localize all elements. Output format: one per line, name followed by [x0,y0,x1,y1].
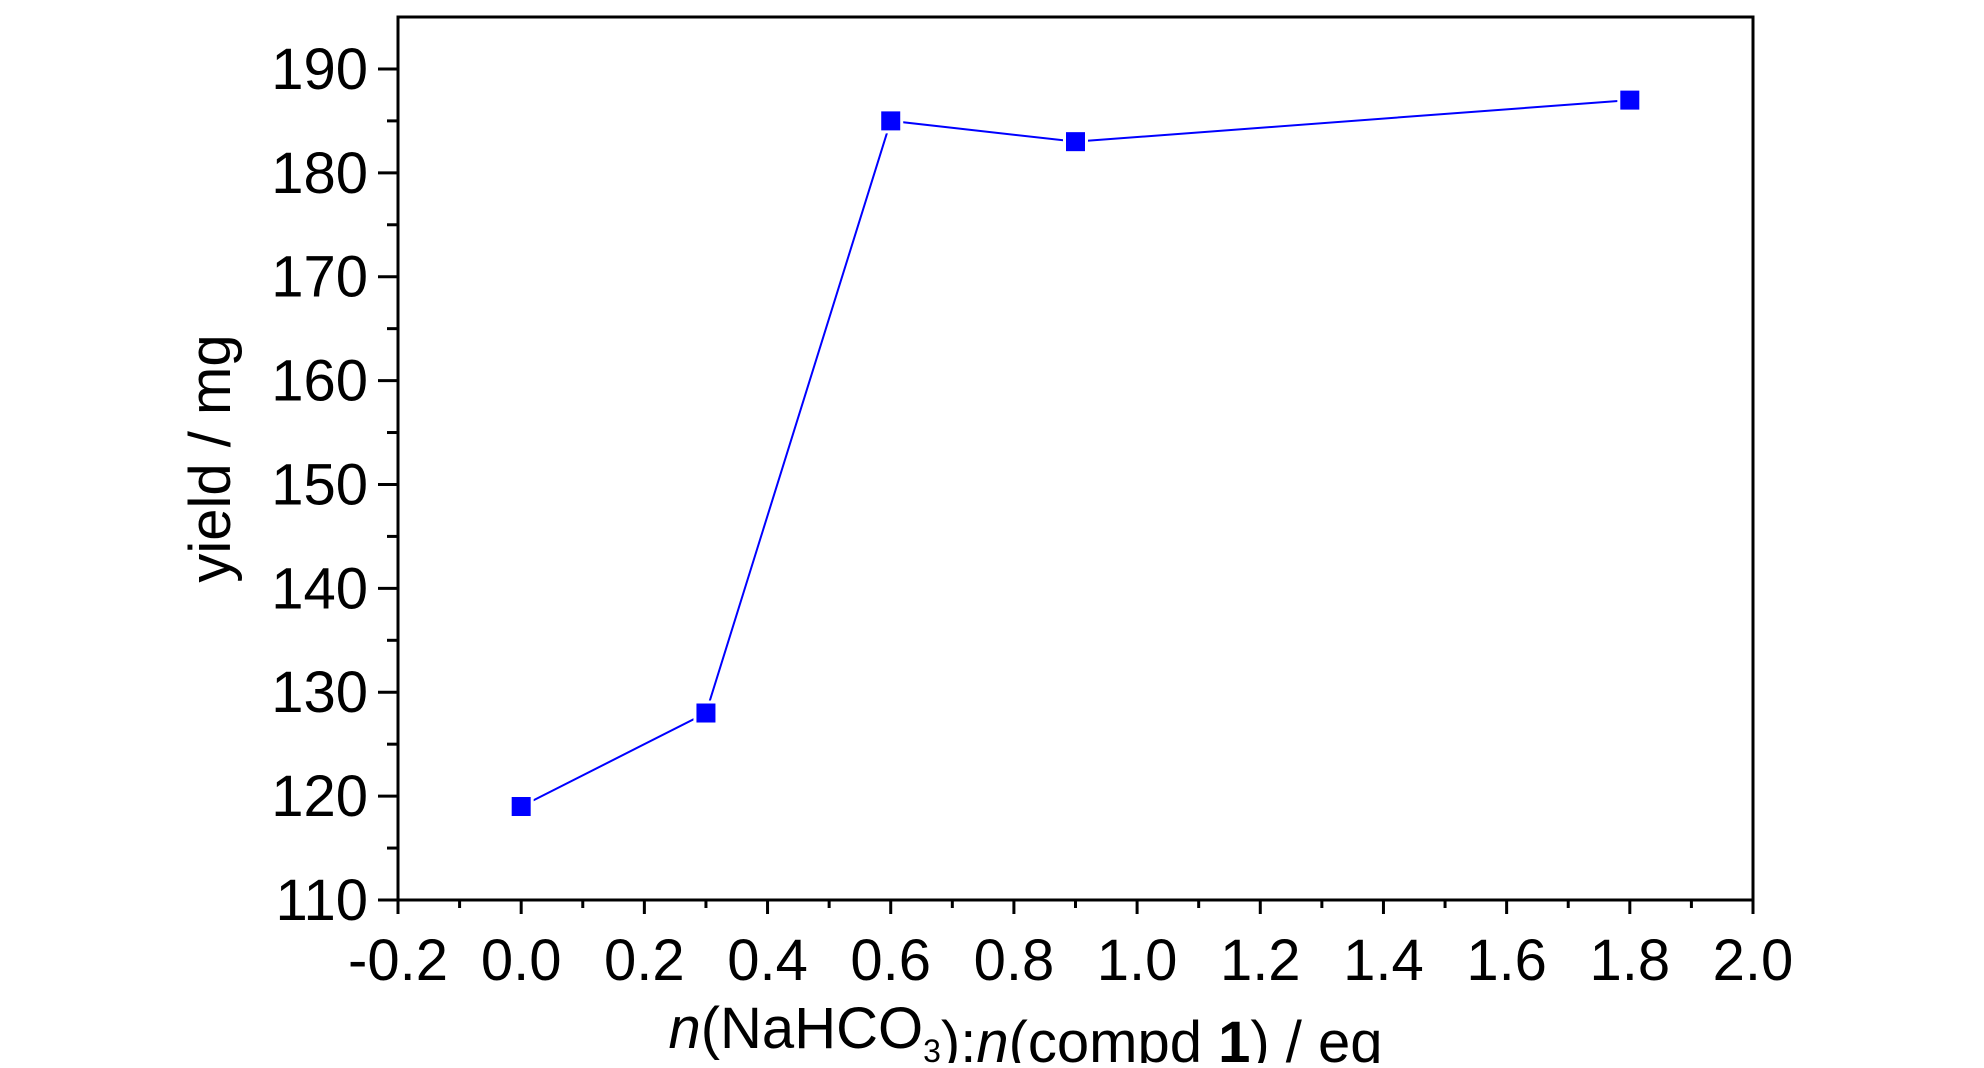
y-tick-label: 190 [271,37,368,102]
x-tick-label: 0.2 [604,928,685,993]
y-tick-label: 140 [271,556,368,621]
x-tick-label: 2.0 [1713,928,1794,993]
y-axis-label: yield / mg [178,334,243,582]
data-point [1063,129,1088,155]
y-tick-label: 180 [271,141,368,206]
x-tick-label: 1.2 [1220,928,1301,993]
y-tick-label: 110 [276,868,368,933]
axis-labels: yield / mg n(NaHCO3):n(compd 1) / eq [178,334,1383,1068]
data-point [508,794,534,820]
y-tick-label: 160 [271,349,368,414]
data-point [693,700,719,726]
data-point [1617,87,1643,113]
y-tick-label: 120 [271,764,368,829]
series-layer [508,87,1643,820]
x-tick-label: 1.6 [1466,928,1547,993]
series-line [520,99,1630,808]
x-tick-label: 0.6 [850,928,931,993]
x-tick-label: 0.8 [974,928,1055,993]
data-point [878,108,904,134]
x-tick-label: -0.2 [348,928,448,993]
x-tick-label: 0.0 [481,928,562,993]
x-tick-label: 1.0 [1097,928,1178,993]
x-tick-label: 1.8 [1589,928,1670,993]
y-tick-label: 130 [271,660,368,725]
x-axis-label: n(NaHCO3):n(compd 1) / eq [668,996,1382,1063]
y-tick-label: 170 [271,245,368,310]
x-tick-label: 1.4 [1343,928,1424,993]
y-tick-label: 150 [271,452,368,517]
x-tick-label: 0.4 [727,928,808,993]
axes: -0.2 0.0 0.2 0.4 0.6 0.8 1.0 1.2 1.4 1.6 1.8 2.0 110… [271,15,1794,993]
